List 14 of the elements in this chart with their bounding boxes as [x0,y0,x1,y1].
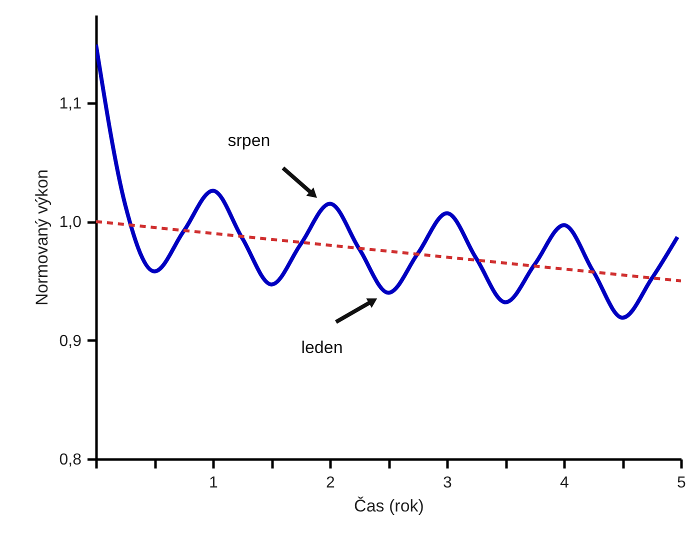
x-tick-label: 2 [326,474,336,492]
y-tick-label: 1,1 [59,95,82,112]
annotation: srpen [228,131,270,150]
y-tick-label: 1,0 [59,214,82,232]
y-tick-label: 0,8 [59,452,82,468]
annotation: leden [301,338,343,357]
y-axis-title: Normovaný výkon [32,169,52,306]
y-tick-label: 0,9 [59,332,82,350]
x-axis-title: Čas (rok) [354,496,424,516]
x-tick-label: 5 [677,474,686,492]
x-tick-label: 1 [209,474,218,492]
x-tick-label: 3 [443,474,452,492]
x-tick-label: 4 [560,474,570,492]
line-series [96,42,680,320]
